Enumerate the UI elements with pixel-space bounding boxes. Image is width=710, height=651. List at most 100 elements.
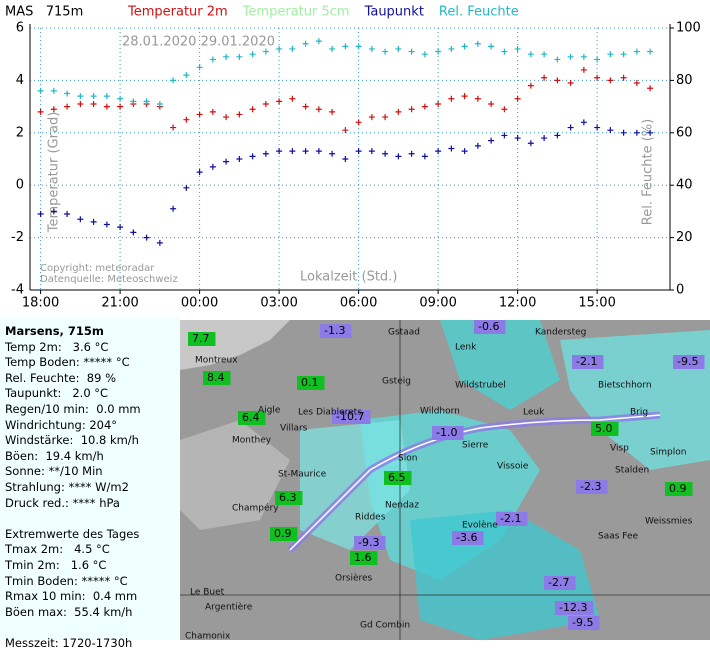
panel-line: Druck red.: **** hPa [5,495,120,510]
label-box [320,324,352,338]
point [647,48,654,55]
cell-value: -2.1 [500,512,521,525]
radar-map: 7.7 8.4 0.1 6.4 6.3 0.9 6.5 1.6 5.0 0.9 -1.3 -0.6 -2… [180,320,710,640]
point [249,51,256,58]
point [435,48,442,55]
point [355,43,362,50]
point [541,135,548,142]
label-box [297,376,325,390]
cell-value: -9.5 [572,616,593,629]
dates: 28.01.2020 29.01.2020 [122,35,275,50]
point [633,129,640,136]
point [236,156,243,162]
point [633,48,640,55]
y2-tick-label: 100 [676,21,701,36]
credit: Datenquelle: Meteoschweiz [40,274,178,285]
point [527,140,534,147]
y-tick-label: 2 [16,125,24,140]
point [647,129,654,136]
point [315,148,322,155]
point [435,148,442,155]
point [527,82,534,89]
cell-value: -1.0 [436,426,457,439]
label-box [384,471,412,485]
label-box [474,320,506,334]
point [64,90,71,97]
point [368,148,375,155]
x-tick-label: 09:00 [419,296,456,311]
point [249,106,256,113]
point [315,38,322,45]
point [633,80,640,87]
point [382,150,389,157]
place-name: Leuk [523,408,545,418]
point [514,95,521,102]
y2-tick-label: 0 [676,283,684,298]
label-box [496,512,528,526]
point [183,184,190,191]
place-name: Le Buet [190,588,225,598]
y2-tick-label: 20 [676,230,693,245]
panel-line: Böen max: 55.4 km/h [5,604,133,619]
point [421,153,428,160]
point [143,234,150,241]
point [50,106,57,113]
panel-line: Rmax 10 min: 0.4 mm [5,589,138,604]
point [461,43,468,50]
label-box [238,411,266,425]
point [249,153,256,160]
panel-line: Tmin Boden: ***** °C [5,573,128,588]
point [289,95,296,102]
point [382,114,389,121]
label-box [270,527,298,541]
point [262,100,269,107]
panel-line: Temp 2m: 3.6 °C [5,339,109,354]
point [342,127,349,134]
point [130,98,137,105]
place-name: Wildstrubel [455,381,506,391]
point [408,48,415,55]
x-tick-label: 06:00 [340,296,377,311]
point [647,85,654,92]
point [276,148,283,155]
point [607,77,614,84]
point [196,64,203,71]
point [395,153,402,160]
y-axis-label: Temperatur (Grad) [47,112,62,234]
point [488,100,495,107]
point [37,211,44,218]
place-name: St-Maurice [278,470,327,480]
label-box [665,482,693,496]
point [103,103,110,110]
point [77,93,84,100]
point [448,45,455,52]
point [580,66,587,73]
point [421,103,428,110]
station-value: 5.0 [595,422,613,435]
station-value: 6.4 [242,411,260,424]
cell-value: -9.3 [358,536,379,549]
place-name: Gd Combin [360,621,410,631]
cell-value: -2.7 [548,576,569,589]
point [103,221,110,228]
label-box [203,371,231,385]
place-name: Sion [398,454,417,464]
panel-line: Marsens, 715m [5,324,104,338]
panel-line: Rel. Feuchte: 89 % [5,370,117,385]
point [448,95,455,102]
point [501,48,508,55]
place-name: Nendaz [385,501,419,511]
point [554,77,561,84]
y-tick-label: 0 [16,178,24,193]
point [488,137,495,144]
place-name: Vissoie [497,462,529,472]
point [50,87,57,94]
point [435,100,442,107]
place-name: Argentière [205,602,253,613]
label-box [188,332,216,346]
x-tick-label: 03:00 [260,296,297,311]
panel-line: Windstärke: 10.8 km/h [5,433,139,448]
label-box [591,422,619,436]
place-name: Orsières [335,573,373,584]
